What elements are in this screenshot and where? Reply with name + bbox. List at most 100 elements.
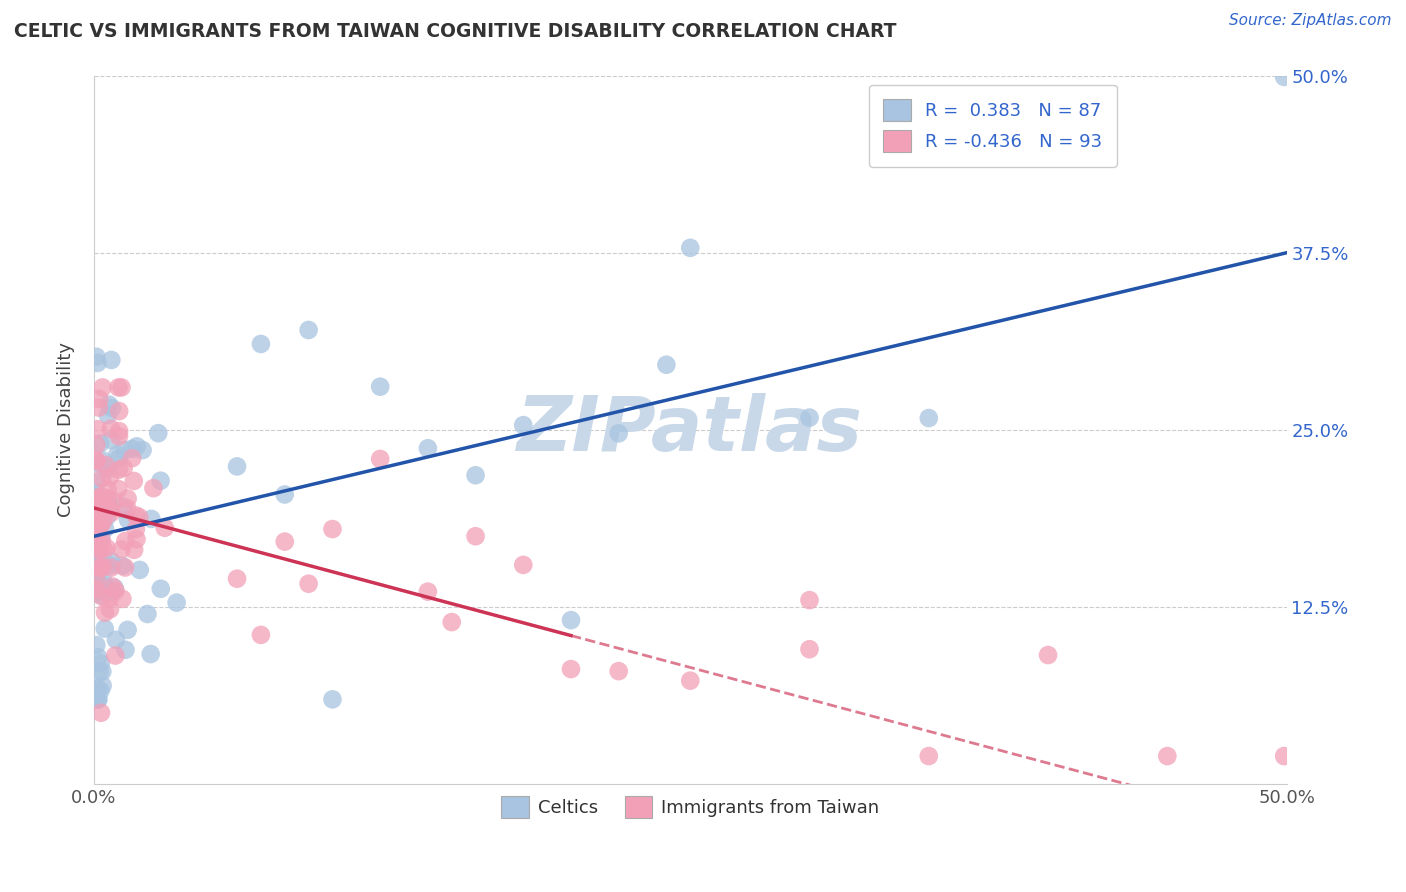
Point [321, 522, 343, 536]
Point [122, 474, 145, 488]
Point [86, 692, 108, 706]
Point [91, 380, 114, 394]
Point [107, 447, 129, 461]
Point [131, 443, 153, 458]
Point [86, 356, 108, 370]
Point [110, 380, 132, 394]
Point [89, 494, 111, 508]
Point [91, 471, 114, 485]
Point [90, 656, 112, 670]
Point [297, 323, 319, 337]
Point [111, 558, 134, 573]
Point [96, 509, 118, 524]
Point [108, 429, 131, 443]
Point [108, 424, 131, 438]
Point [512, 558, 534, 572]
Point [86, 573, 108, 587]
Point [86, 485, 108, 500]
Point [679, 241, 702, 255]
Point [107, 482, 129, 496]
Point [153, 521, 176, 535]
Point [112, 500, 135, 514]
Point [86, 560, 108, 574]
Point [125, 533, 148, 547]
Point [136, 607, 159, 621]
Point [100, 560, 122, 574]
Point [128, 563, 150, 577]
Point [114, 643, 136, 657]
Point [87, 501, 110, 516]
Point [100, 558, 122, 573]
Point [655, 358, 678, 372]
Point [125, 508, 148, 523]
Point [799, 410, 821, 425]
Point [98, 499, 121, 513]
Point [89, 683, 111, 698]
Point [91, 453, 114, 467]
Point [91, 574, 114, 588]
Point [114, 533, 136, 548]
Point [89, 542, 111, 557]
Text: ZIPatlas: ZIPatlas [517, 393, 863, 467]
Point [918, 749, 941, 764]
Point [101, 401, 124, 416]
Point [799, 593, 821, 607]
Y-axis label: Cognitive Disability: Cognitive Disability [58, 343, 75, 517]
Point [297, 576, 319, 591]
Point [103, 494, 125, 508]
Point [100, 422, 122, 436]
Point [128, 510, 150, 524]
Point [149, 582, 172, 596]
Point [117, 491, 139, 506]
Point [1156, 749, 1178, 764]
Point [86, 582, 108, 597]
Point [86, 513, 108, 527]
Point [97, 398, 120, 412]
Point [94, 580, 117, 594]
Point [104, 581, 127, 595]
Point [607, 664, 630, 678]
Legend: Celtics, Immigrants from Taiwan: Celtics, Immigrants from Taiwan [495, 789, 886, 825]
Point [86, 534, 108, 549]
Point [90, 561, 112, 575]
Point [121, 451, 143, 466]
Point [321, 692, 343, 706]
Point [1272, 749, 1295, 764]
Point [90, 706, 112, 720]
Point [87, 519, 110, 533]
Point [97, 483, 120, 497]
Point [90, 533, 112, 547]
Point [121, 442, 143, 456]
Point [464, 468, 486, 483]
Point [89, 491, 111, 505]
Point [87, 692, 110, 706]
Point [368, 452, 391, 467]
Point [90, 533, 112, 547]
Point [111, 591, 134, 606]
Point [98, 470, 121, 484]
Point [91, 665, 114, 679]
Point [1036, 648, 1059, 662]
Point [142, 481, 165, 495]
Point [141, 512, 163, 526]
Point [679, 673, 702, 688]
Point [89, 436, 111, 450]
Point [117, 513, 139, 527]
Point [86, 422, 108, 436]
Point [94, 458, 117, 472]
Point [87, 532, 110, 546]
Point [114, 560, 136, 574]
Point [89, 560, 111, 574]
Point [91, 679, 114, 693]
Point [122, 542, 145, 557]
Point [368, 380, 391, 394]
Point [104, 632, 127, 647]
Point [1272, 70, 1295, 84]
Point [125, 439, 148, 453]
Point [89, 496, 111, 510]
Point [918, 411, 941, 425]
Point [86, 517, 108, 532]
Point [226, 459, 249, 474]
Point [100, 554, 122, 568]
Point [86, 438, 108, 452]
